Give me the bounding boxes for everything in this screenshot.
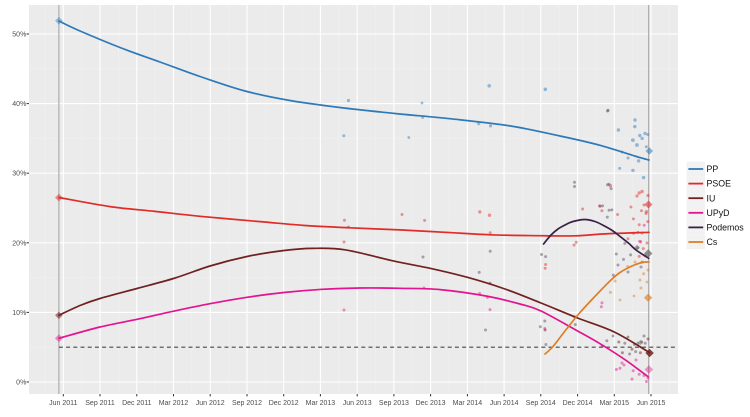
svg-text:Jun 2015: Jun 2015 [637, 400, 666, 407]
svg-text:Mar 2015: Mar 2015 [600, 400, 630, 407]
svg-text:PSOE: PSOE [707, 179, 732, 189]
svg-text:IU: IU [707, 193, 716, 203]
svg-text:PP: PP [707, 164, 719, 174]
svg-text:40%: 40% [12, 101, 26, 108]
svg-text:10%: 10% [12, 310, 26, 317]
svg-text:Dec 2011: Dec 2011 [122, 400, 152, 407]
svg-text:Sep 2011: Sep 2011 [85, 400, 115, 407]
svg-text:Mar 2014: Mar 2014 [453, 400, 483, 407]
svg-text:Dec 2012: Dec 2012 [269, 400, 299, 407]
svg-text:Podemos: Podemos [707, 223, 745, 233]
svg-text:Sep 2014: Sep 2014 [526, 400, 556, 407]
svg-text:Jun 2013: Jun 2013 [343, 400, 372, 407]
svg-text:Sep 2013: Sep 2013 [379, 400, 409, 407]
svg-text:30%: 30% [12, 171, 26, 178]
svg-text:Mar 2012: Mar 2012 [159, 400, 189, 407]
svg-text:20%: 20% [12, 240, 26, 247]
svg-text:Sep 2012: Sep 2012 [232, 400, 262, 407]
svg-text:Mar 2013: Mar 2013 [306, 400, 336, 407]
svg-text:Jun 2012: Jun 2012 [196, 400, 225, 407]
svg-text:UPyD: UPyD [707, 208, 730, 218]
svg-text:50%: 50% [12, 32, 26, 39]
svg-text:0%: 0% [16, 380, 26, 387]
svg-text:Cs: Cs [707, 237, 718, 247]
svg-text:Dec 2013: Dec 2013 [416, 400, 446, 407]
svg-text:Jun 2014: Jun 2014 [490, 400, 519, 407]
svg-text:Jun 2011: Jun 2011 [49, 400, 77, 407]
svg-text:Dec 2014: Dec 2014 [563, 400, 593, 407]
